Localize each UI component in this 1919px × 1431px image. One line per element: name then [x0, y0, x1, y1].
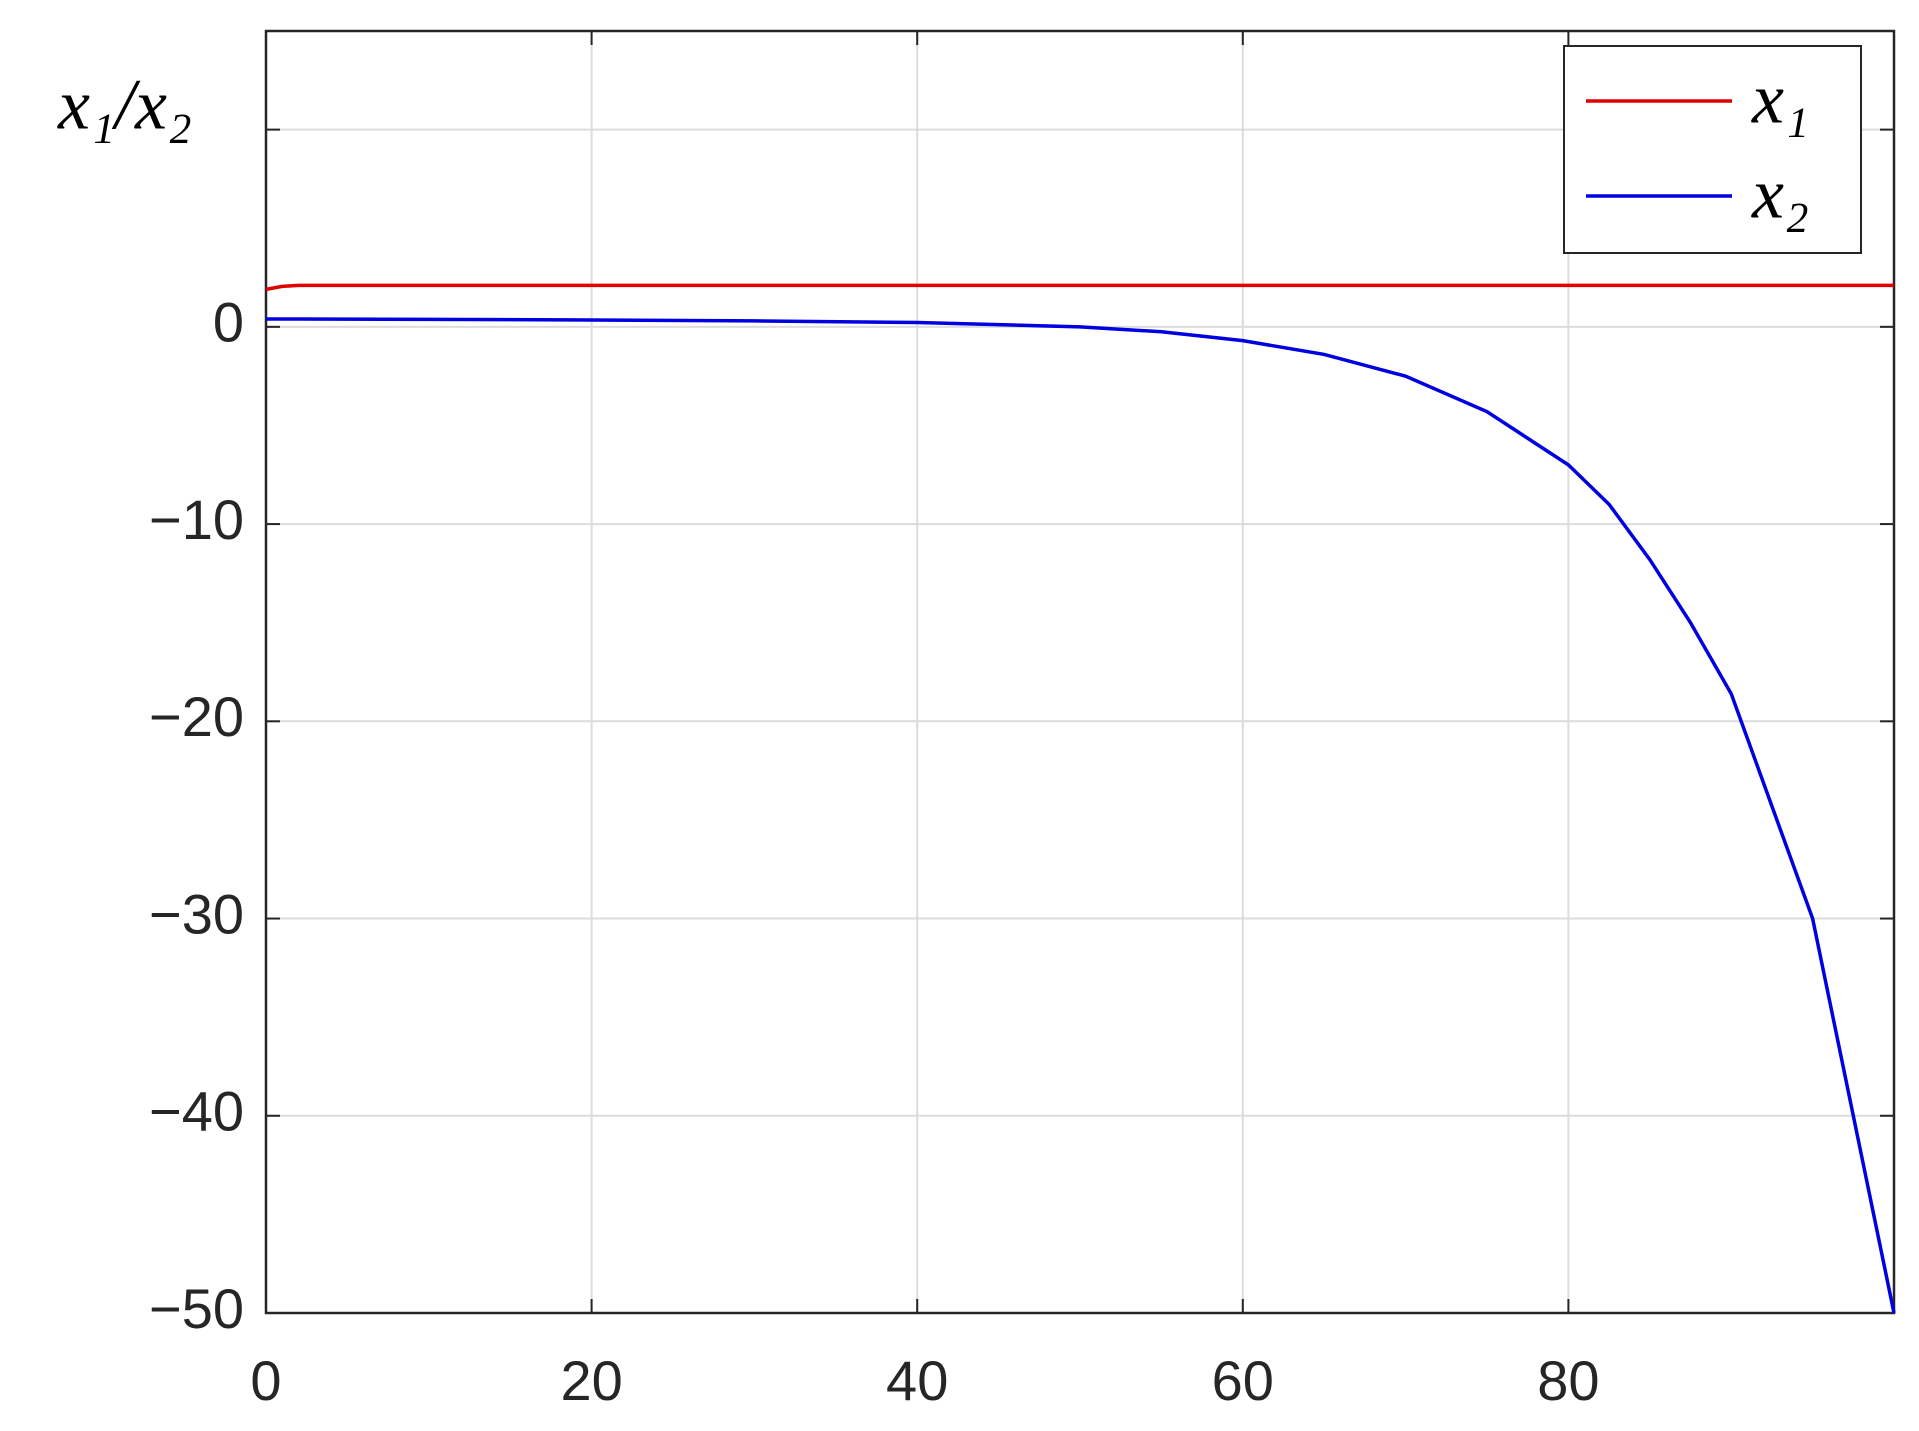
- x-tick-label: 20: [560, 1349, 622, 1412]
- plot-frame: [264, 29, 1896, 1315]
- x-tick-label: 0: [250, 1349, 281, 1412]
- legend-box: [1563, 45, 1862, 254]
- y-tick-label: −40: [149, 1080, 244, 1143]
- x-tick-label: 60: [1212, 1349, 1274, 1412]
- y-tick-label: 0: [213, 291, 244, 354]
- y-tick-label: −30: [149, 882, 244, 945]
- x-tick-label: 40: [886, 1349, 948, 1412]
- series-line: [265, 283, 1894, 292]
- legend-label: x₁: [1751, 59, 1809, 139]
- series-line: [266, 317, 1896, 1314]
- y-tick-label: −10: [149, 488, 244, 551]
- y-tick-label: −20: [149, 685, 244, 748]
- y-tick-label: −50: [149, 1277, 244, 1340]
- legend-label: x₂: [1751, 154, 1809, 234]
- y-axis-label: x₁/x₂: [57, 65, 192, 145]
- x-tick-label: 80: [1537, 1349, 1599, 1412]
